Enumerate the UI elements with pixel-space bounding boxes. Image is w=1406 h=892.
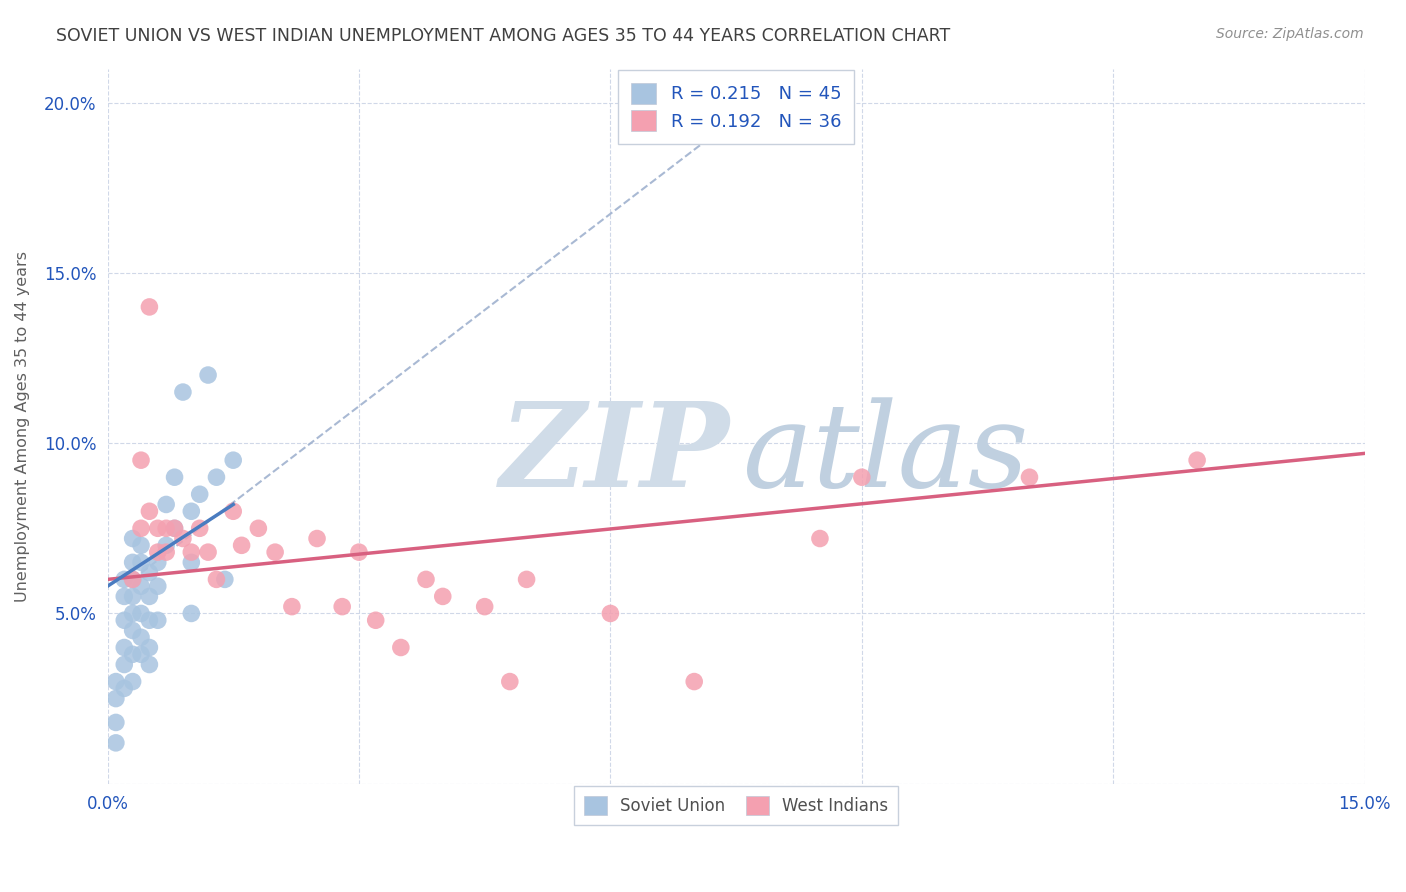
Point [146, 521, 169, 535]
Point [499, 674, 522, 689]
Point [155, 538, 177, 552]
Point [180, 504, 202, 518]
Point [188, 521, 211, 535]
Point [364, 613, 387, 627]
Point [163, 470, 186, 484]
Point [104, 674, 127, 689]
Point [155, 521, 177, 535]
Point [138, 566, 160, 580]
Point [163, 521, 186, 535]
Point [112, 640, 135, 655]
Point [432, 590, 454, 604]
Point [129, 555, 152, 569]
Text: ZIP: ZIP [499, 397, 730, 512]
Point [347, 545, 370, 559]
Point [247, 521, 270, 535]
Text: Source: ZipAtlas.com: Source: ZipAtlas.com [1216, 27, 1364, 41]
Point [146, 579, 169, 593]
Point [121, 532, 143, 546]
Point [146, 613, 169, 627]
Point [155, 545, 177, 559]
Point [474, 599, 496, 614]
Point [104, 736, 127, 750]
Point [516, 573, 538, 587]
Point [851, 470, 873, 484]
Point [112, 590, 135, 604]
Point [112, 573, 135, 587]
Point [104, 715, 127, 730]
Point [188, 487, 211, 501]
Point [138, 504, 160, 518]
Point [129, 538, 152, 552]
Point [146, 545, 169, 559]
Legend: Soviet Union, West Indians: Soviet Union, West Indians [574, 786, 898, 825]
Point [330, 599, 353, 614]
Point [121, 624, 143, 638]
Point [129, 630, 152, 644]
Point [683, 674, 706, 689]
Point [129, 579, 152, 593]
Text: SOVIET UNION VS WEST INDIAN UNEMPLOYMENT AMONG AGES 35 TO 44 YEARS CORRELATION C: SOVIET UNION VS WEST INDIAN UNEMPLOYMENT… [56, 27, 950, 45]
Point [214, 573, 236, 587]
Point [138, 590, 160, 604]
Point [205, 470, 228, 484]
Point [305, 532, 328, 546]
Point [121, 648, 143, 662]
Point [129, 607, 152, 621]
Point [197, 368, 219, 382]
Point [222, 504, 245, 518]
Point [121, 555, 143, 569]
Point [389, 640, 412, 655]
Point [415, 573, 437, 587]
Point [112, 681, 135, 696]
Point [180, 545, 202, 559]
Point [205, 573, 228, 587]
Point [129, 453, 152, 467]
Point [138, 300, 160, 314]
Point [104, 691, 127, 706]
Point [121, 573, 143, 587]
Point [121, 607, 143, 621]
Point [197, 545, 219, 559]
Point [138, 613, 160, 627]
Y-axis label: Unemployment Among Ages 35 to 44 years: Unemployment Among Ages 35 to 44 years [15, 251, 30, 601]
Point [231, 538, 253, 552]
Text: atlas: atlas [742, 397, 1029, 512]
Point [163, 521, 186, 535]
Point [138, 657, 160, 672]
Point [121, 573, 143, 587]
Point [155, 498, 177, 512]
Point [599, 607, 621, 621]
Point [129, 521, 152, 535]
Point [121, 674, 143, 689]
Point [172, 532, 194, 546]
Point [180, 555, 202, 569]
Point [172, 385, 194, 400]
Point [180, 607, 202, 621]
Point [222, 453, 245, 467]
Point [112, 657, 135, 672]
Point [264, 545, 287, 559]
Point [138, 640, 160, 655]
Point [129, 648, 152, 662]
Point [281, 599, 304, 614]
Point [112, 613, 135, 627]
Point [1018, 470, 1040, 484]
Point [121, 590, 143, 604]
Point [1185, 453, 1208, 467]
Point [808, 532, 831, 546]
Point [146, 555, 169, 569]
